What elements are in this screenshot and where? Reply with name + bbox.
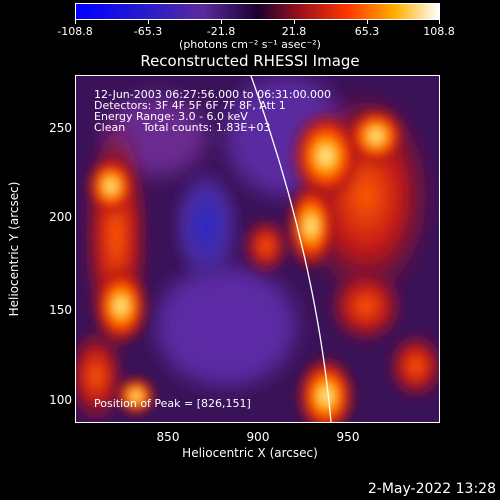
colorbar-units: (photons cm⁻² s⁻¹ asec⁻²) [179, 38, 321, 51]
y-tick-label: 150 [49, 303, 72, 317]
colorbar-tick: 65.3 [354, 25, 380, 38]
annotation-energy: Energy Range: 3.0 - 6.0 keV [94, 110, 248, 123]
image-map [76, 76, 439, 422]
y-tick-label: 200 [49, 210, 72, 224]
annotation-detectors: Detectors: 3F 4F 5F 6F 7F 8F, Att 1 [94, 99, 286, 112]
x-tick-label: 850 [156, 430, 180, 444]
annotation-counts: Clean Total counts: 1.83E+03 [94, 121, 271, 134]
annotation-time: 12-Jun-2003 06:27:56.000 to 06:31:00.000 [94, 88, 332, 101]
x-tick-label: 900 [246, 430, 270, 444]
rhessi-image: 12-Jun-2003 06:27:56.000 to 06:31:00.000… [75, 75, 440, 423]
annotation-peak: Position of Peak = [826,151] [94, 397, 251, 410]
colorbar-tick: 21.8 [281, 25, 307, 38]
plot-title: Reconstructed RHESSI Image [140, 52, 360, 70]
colorbar-ticks: -108.8 -65.3 -21.8 21.8 65.3 108.8 [57, 3, 455, 43]
timestamp-footer: 2-May-2022 13:28 [367, 481, 496, 497]
colorbar-tick: -21.8 [206, 25, 236, 38]
y-tick-label: 100 [49, 393, 72, 407]
colorbar [75, 3, 440, 20]
y-axis-label: Heliocentric Y (arcsec) [7, 181, 21, 317]
y-tick-label: 250 [49, 121, 72, 135]
colorbar-tick: 108.8 [423, 25, 455, 38]
colorbar-tick: -108.8 [57, 25, 93, 38]
x-axis-label: Heliocentric X (arcsec) [182, 446, 318, 460]
colorbar-tick: -65.3 [133, 25, 163, 38]
x-tick-label: 950 [336, 430, 360, 444]
